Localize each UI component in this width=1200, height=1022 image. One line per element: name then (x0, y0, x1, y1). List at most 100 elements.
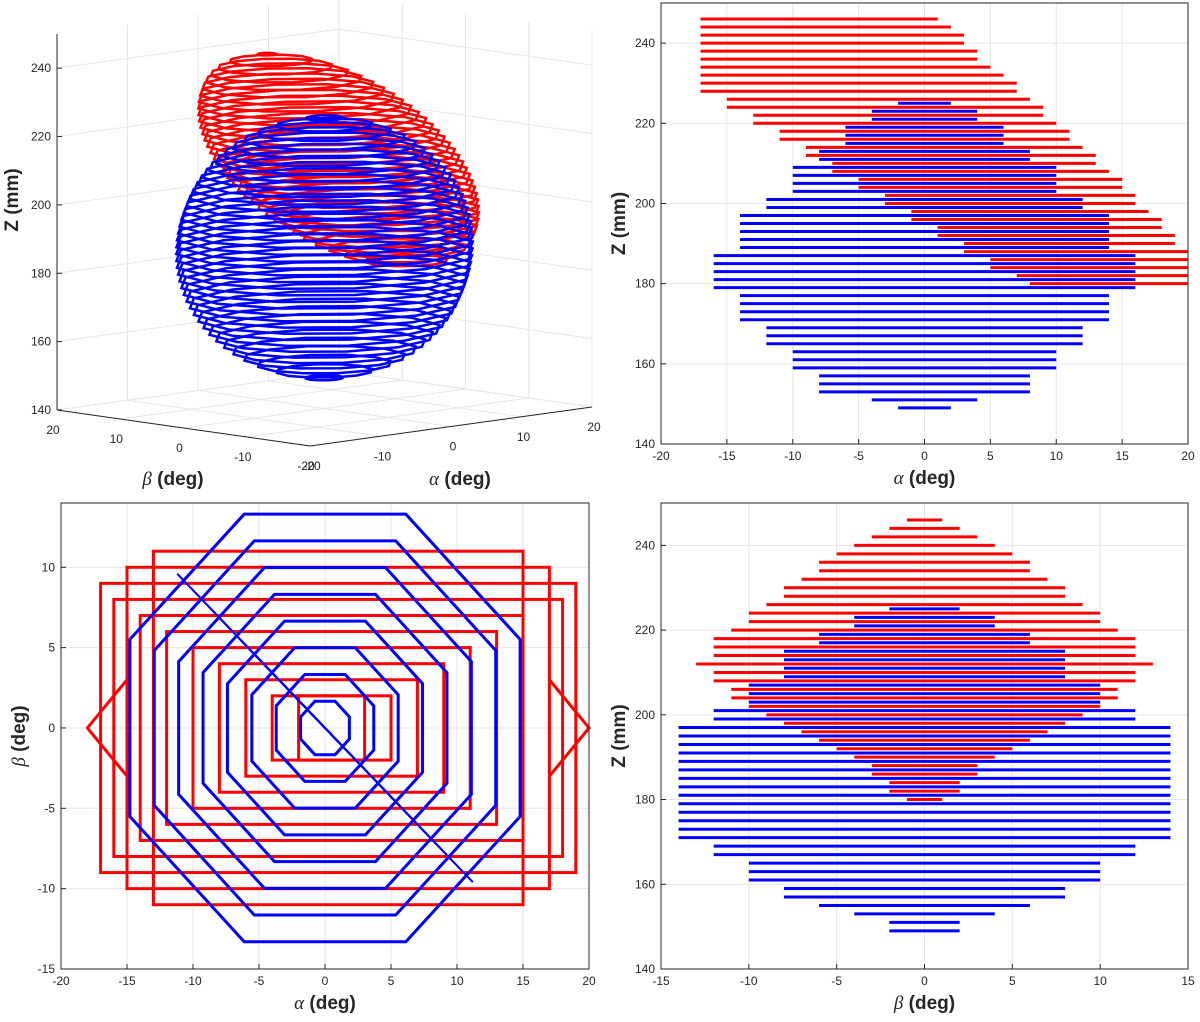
data-contour (200, 111, 435, 147)
y-tick-label: 160 (635, 357, 655, 371)
y-tick-label: -5 (44, 801, 55, 815)
data-contour (225, 619, 425, 837)
series-blue (128, 512, 522, 944)
y-axis-label: Z (mm) (609, 192, 630, 255)
data-contour (304, 114, 345, 122)
data-contour (176, 205, 473, 250)
x-axis-label-symbol: α (894, 468, 905, 489)
data-contour (192, 289, 457, 329)
axis-line (56, 409, 311, 447)
x-tick-label: 10 (517, 430, 531, 444)
data-contour (112, 597, 565, 859)
y-tick-label: 20 (46, 423, 60, 437)
data-contour (204, 67, 363, 92)
x-tick-label: 0 (921, 449, 928, 463)
x-axis-label: α (deg) (429, 469, 491, 490)
grid-line (56, 28, 340, 69)
x-tick-label: 0 (921, 974, 928, 988)
x-tick-label: 10 (1050, 449, 1064, 463)
series-blue (174, 114, 475, 382)
y-axis-label-symbol: β (9, 757, 30, 768)
x-tick-label: -10 (740, 974, 758, 988)
x-tick-label: -5 (853, 449, 864, 463)
data-series (85, 512, 591, 944)
x-tick-label: -20 (52, 974, 70, 988)
data-contour (174, 219, 475, 263)
x-tick-label: -10 (784, 449, 802, 463)
data-contour (250, 646, 400, 810)
y-tick-label: 5 (48, 641, 55, 655)
grid-line (183, 388, 466, 429)
x-tick-label: -5 (831, 974, 842, 988)
data-contour (231, 131, 418, 160)
y-tick-label: 220 (635, 116, 655, 130)
data-contour (304, 373, 345, 382)
data-contour (222, 328, 427, 359)
panel-3d-view: 140 160 180 200 220 240 -20 -10 0 10 20 20 10 0 -10 -20… (2, 0, 601, 490)
x-tick-label: 15 (1181, 974, 1195, 988)
data-contour (197, 83, 396, 113)
x-axis-label-symbol: β (893, 993, 904, 1014)
x-tick-label: -15 (718, 449, 736, 463)
y-tick-label: 10 (42, 560, 56, 574)
y-tick-label: 140 (635, 437, 655, 451)
y-tick-label: -10 (38, 882, 56, 896)
y-tick-label: 200 (635, 708, 655, 722)
y-tick-label: 180 (635, 793, 655, 807)
data-contour (270, 694, 393, 762)
data-series (678, 518, 1171, 933)
x-tick-label: 15 (1115, 449, 1129, 463)
x-tick-label: -5 (254, 974, 265, 988)
x-axis-label-text: (deg) (903, 993, 955, 1014)
y-axis-label: β (deg) (141, 469, 203, 490)
x-tick-label: -20 (652, 449, 670, 463)
grid-line (338, 370, 593, 408)
x-axis-label-text: (deg) (304, 993, 356, 1014)
data-contour (209, 62, 350, 84)
data-contour (231, 336, 418, 365)
grid-line (268, 380, 522, 418)
grid-line (56, 370, 340, 411)
y-tick-label: 200 (635, 196, 655, 210)
x-tick-label: 20 (1181, 449, 1195, 463)
data-contour (184, 275, 465, 317)
data-contour (274, 673, 376, 783)
data-contour (201, 592, 449, 864)
y-axis-label-text: (deg) (9, 705, 30, 757)
data-contour (299, 699, 351, 757)
y-axis-label: β (deg) (9, 705, 30, 767)
panel-beta-z: -15 -10 -5 0 5 10 15 140 160 180 200 220 240 β (deg) Z… (609, 502, 1195, 1014)
data-contour (85, 678, 129, 778)
x-axis-label-text: (deg) (439, 469, 491, 490)
data-contour (175, 212, 474, 257)
x-tick-label: -10 (374, 449, 392, 463)
z-tick-label: 220 (31, 130, 51, 144)
y-tick-label: 180 (635, 277, 655, 291)
data-contour (244, 678, 419, 778)
x-axis-label-symbol: α (294, 993, 305, 1014)
z-axis-label: Z (mm) (2, 168, 23, 231)
x-tick-label: 5 (987, 449, 994, 463)
data-contour (196, 297, 453, 336)
y-tick-label: 220 (635, 623, 655, 637)
panel-alpha-z: -20 -15 -10 -5 0 5 10 15 20 140 160 180 200 220 240 α (… (609, 2, 1195, 489)
x-axis-label-symbol: α (429, 469, 440, 490)
y-tick-label: 0 (48, 721, 55, 735)
grid-line (338, 28, 593, 66)
data-contour (196, 94, 413, 127)
data-contour (176, 573, 474, 883)
data-contour (177, 566, 473, 890)
y-axis-label-text: (deg) (152, 469, 204, 490)
data-contour (201, 304, 448, 342)
x-axis-label: α (deg) (294, 993, 356, 1014)
x-tick-label: 5 (1009, 974, 1016, 988)
data-contour (99, 581, 578, 875)
data-contour (179, 192, 470, 235)
data-contour (217, 662, 446, 794)
x-tick-label: -15 (118, 974, 136, 988)
data-contour (201, 154, 448, 191)
data-contour (255, 51, 278, 57)
data-contour (182, 185, 467, 228)
